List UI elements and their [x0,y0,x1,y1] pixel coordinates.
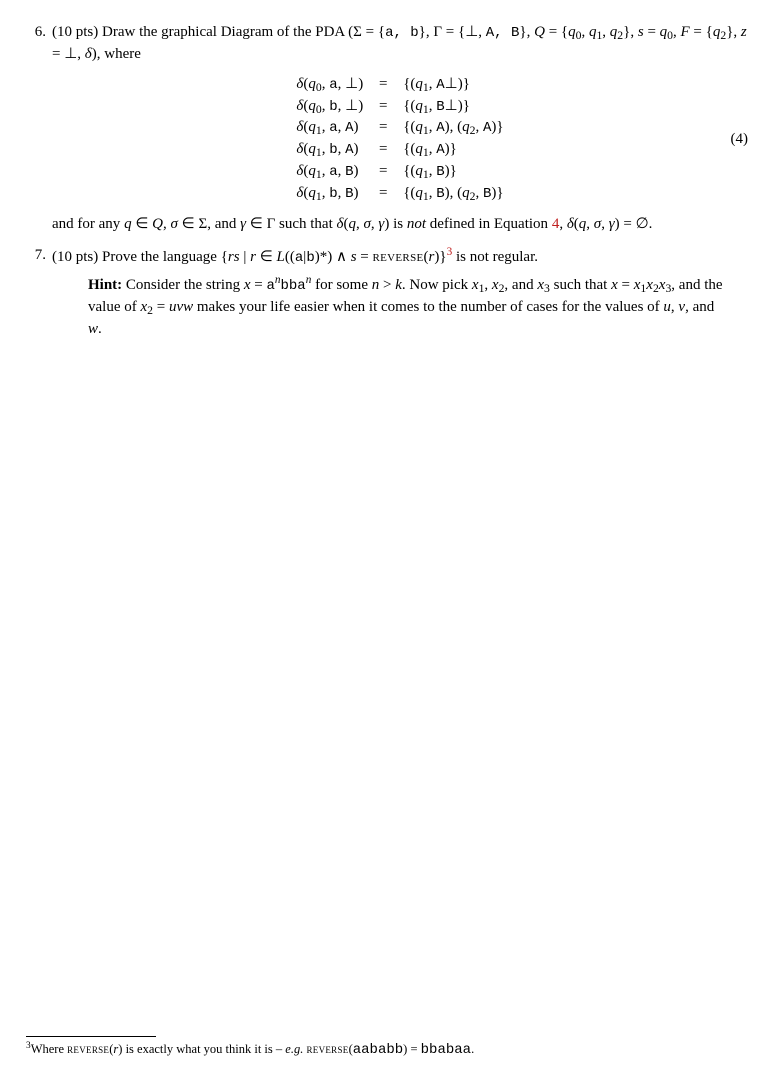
p6-tail-b: defined in Equation [426,216,552,232]
footnote-example-out: bbabaa [421,1042,471,1058]
p6-sigma: a, b [385,25,419,41]
delta-lhs: δ(q0, b, ⊥) [292,96,367,118]
delta-lhs: δ(q1, b, A) [292,139,367,161]
table-row: δ(q0, b, ⊥) = {(q1, B⊥)} [292,96,507,118]
p7-text-d: is not regular. [452,249,538,265]
problem-7-number: 7. [26,245,52,340]
p6-not: not [407,216,426,232]
delta-rhs: {(q1, A)} [399,139,507,161]
delta-rhs: {(q1, B⊥)} [399,96,507,118]
equals-sign: = [367,74,399,96]
p6-text-a: Draw the graphical Diagram of the PDA (Σ… [102,24,385,40]
table-row: δ(q1, a, B) = {(q1, B)} [292,161,507,183]
delta-lhs: δ(q0, a, ⊥) [292,74,367,96]
p6-tail-c: , δ(q, σ, γ) = ∅. [559,216,652,232]
p6-points: (10 pts) [52,24,98,40]
footnote-eg: e.g. [285,1042,303,1056]
p6-tail-a: and for any q ∈ Q, σ ∈ Σ, and γ ∈ Γ such… [52,216,407,232]
p7-text: Prove the language {rs | r ∈ L((a|b)*) ∧… [102,249,538,265]
delta-lhs: δ(q1, a, B) [292,161,367,183]
p6-equation-block: δ(q0, a, ⊥) = {(q1, A⊥)} δ(q0, b, ⊥) = {… [52,74,748,204]
delta-rhs: {(q1, A⊥)} [399,74,507,96]
delta-rhs: {(q1, B), (q2, B)} [399,183,507,205]
table-row: δ(q0, a, ⊥) = {(q1, A⊥)} [292,74,507,96]
p6-text-b: }, Γ = {⊥, [419,24,486,40]
footnote-example-in: aababb [353,1042,403,1058]
footnote-rule [26,1036,156,1037]
table-row: δ(q1, a, A) = {(q1, A), (q2, A)} [292,117,507,139]
footnote-text-f: . [471,1042,474,1056]
table-row: δ(q1, b, B) = {(q1, B), (q2, B)} [292,183,507,205]
problem-7-body: (10 pts) Prove the language {rs | r ∈ L(… [52,245,748,340]
p6-tail-text: and for any q ∈ Q, σ ∈ Σ, and γ ∈ Γ such… [52,214,748,234]
table-row: δ(q1, b, A) = {(q1, A)} [292,139,507,161]
delta-lhs: δ(q1, b, B) [292,183,367,205]
equals-sign: = [367,161,399,183]
equals-sign: = [367,117,399,139]
p7-points: (10 pts) [52,249,98,265]
equals-sign: = [367,139,399,161]
delta-lhs: δ(q1, a, A) [292,117,367,139]
equals-sign: = [367,183,399,205]
p6-transition-table: δ(q0, a, ⊥) = {(q1, A⊥)} δ(q0, b, ⊥) = {… [292,74,507,204]
footnote-text-a: Where [31,1042,67,1056]
reverse-fn: reverse [67,1042,109,1056]
problem-6-number: 6. [26,22,52,235]
problem-7: 7. (10 pts) Prove the language {rs | r ∈… [26,245,748,340]
equation-number: (4) [731,129,749,149]
p7-hint: Hint: Consider the string x = anbban for… [88,273,728,339]
hint-text: Consider the string x = anbban for some … [88,277,723,336]
reverse-fn: reverse [373,249,424,265]
equals-sign: = [367,96,399,118]
delta-rhs: {(q1, A), (q2, A)} [399,117,507,139]
hint-label: Hint: [88,277,122,293]
problem-6-body: (10 pts) Draw the graphical Diagram of t… [52,22,748,235]
p6-gamma: A, B [486,25,520,41]
delta-rhs: {(q1, B)} [399,161,507,183]
problem-6: 6. (10 pts) Draw the graphical Diagram o… [26,22,748,235]
reverse-fn: reverse [306,1042,348,1056]
footnote-text-b: (r) is exactly what you think it is – [109,1042,285,1056]
footnote: 3Where reverse(r) is exactly what you th… [26,1036,748,1060]
